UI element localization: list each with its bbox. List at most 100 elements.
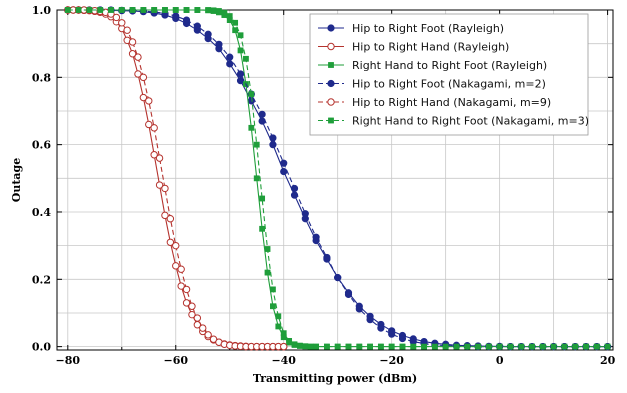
x-tick-label: −80 bbox=[56, 354, 81, 367]
legend-marker bbox=[327, 42, 335, 51]
data-point bbox=[64, 7, 71, 13]
legend-label: Hip to Right Hand (Rayleigh) bbox=[352, 41, 509, 54]
data-point bbox=[248, 91, 255, 98]
y-tick-label: 0.4 bbox=[32, 206, 51, 219]
data-point bbox=[140, 7, 147, 13]
data-point bbox=[324, 343, 330, 350]
data-point bbox=[275, 323, 282, 330]
data-point bbox=[286, 338, 293, 344]
data-point bbox=[182, 285, 191, 294]
data-point bbox=[280, 342, 288, 351]
data-point bbox=[172, 7, 179, 13]
data-point bbox=[118, 7, 125, 13]
data-point bbox=[302, 343, 309, 350]
legend-label: Right Hand to Right Foot (Nakagami, m=3) bbox=[352, 115, 589, 128]
data-point bbox=[237, 32, 244, 39]
data-point bbox=[155, 181, 164, 189]
data-point bbox=[507, 343, 514, 350]
data-point bbox=[204, 331, 212, 339]
data-point bbox=[182, 299, 191, 307]
data-point bbox=[280, 330, 287, 337]
data-point bbox=[177, 282, 185, 290]
data-point bbox=[162, 7, 168, 13]
data-point bbox=[210, 7, 217, 14]
data-point bbox=[236, 70, 245, 78]
plot-frame bbox=[56, 9, 614, 351]
data-point bbox=[377, 324, 385, 332]
data-point bbox=[139, 73, 148, 82]
data-point bbox=[166, 238, 175, 246]
data-point bbox=[550, 343, 557, 350]
x-tick-label: 20 bbox=[600, 354, 616, 367]
legend-entry: Hip to Right Foot (Nakagami, m=2) bbox=[318, 78, 546, 91]
legend-marker bbox=[327, 79, 335, 88]
data-point bbox=[356, 343, 363, 350]
y-tick-label: 0.0 bbox=[32, 341, 51, 354]
data-point bbox=[75, 7, 82, 13]
data-point bbox=[108, 7, 114, 13]
data-point bbox=[145, 97, 153, 105]
data-point bbox=[312, 233, 320, 241]
data-point bbox=[216, 8, 222, 14]
x-tick-label: −60 bbox=[163, 354, 188, 367]
data-point bbox=[193, 314, 202, 322]
data-point bbox=[464, 343, 471, 350]
legend-label: Right Hand to Right Foot (Rayleigh) bbox=[352, 59, 547, 72]
y-tick-label: 0.6 bbox=[32, 139, 51, 152]
data-point bbox=[204, 30, 212, 38]
data-point bbox=[123, 26, 131, 34]
data-point bbox=[182, 16, 191, 24]
data-point bbox=[344, 290, 353, 299]
data-point bbox=[161, 184, 169, 193]
data-point bbox=[172, 262, 180, 270]
data-point bbox=[529, 343, 535, 350]
x-tick-label: −40 bbox=[271, 354, 296, 367]
legend-marker bbox=[327, 24, 335, 32]
data-point bbox=[431, 343, 438, 350]
data-point bbox=[205, 7, 212, 13]
x-tick-label: 0 bbox=[496, 354, 504, 367]
data-point bbox=[280, 159, 288, 167]
data-point bbox=[248, 124, 255, 131]
data-point bbox=[290, 184, 299, 193]
data-point bbox=[161, 211, 169, 220]
legend-entry: Hip to Right Hand (Nakagami, m=9) bbox=[318, 96, 551, 109]
data-point bbox=[291, 341, 298, 348]
data-point bbox=[188, 310, 196, 319]
data-point bbox=[377, 343, 384, 350]
data-point bbox=[151, 7, 158, 13]
x-axis-title: Transmitting power (dBm) bbox=[253, 372, 417, 385]
legend-entry: Right Hand to Right Foot (Rayleigh) bbox=[318, 59, 547, 72]
data-point bbox=[97, 7, 104, 13]
data-point bbox=[307, 343, 314, 350]
legend-box bbox=[309, 13, 589, 136]
data-point bbox=[134, 53, 142, 61]
data-point bbox=[258, 110, 266, 118]
data-point bbox=[172, 12, 180, 20]
legend-label: Hip to Right Foot (Nakagami, m=2) bbox=[352, 78, 546, 91]
data-point bbox=[128, 50, 137, 58]
data-point bbox=[221, 9, 228, 16]
data-point bbox=[442, 343, 449, 350]
data-point bbox=[269, 134, 277, 142]
legend-marker bbox=[327, 98, 335, 106]
data-point bbox=[398, 334, 407, 343]
data-point bbox=[475, 343, 481, 350]
legend-entry: Hip to Right Hand (Rayleigh) bbox=[318, 41, 509, 54]
data-point bbox=[128, 38, 137, 46]
legend-entry: Right Hand to Right Foot (Nakagami, m=3) bbox=[318, 115, 589, 128]
data-point bbox=[593, 343, 600, 350]
data-point bbox=[86, 7, 93, 13]
y-tick-label: 1.0 bbox=[32, 4, 51, 17]
data-point bbox=[388, 343, 395, 350]
data-point bbox=[237, 47, 244, 54]
data-point bbox=[604, 343, 611, 350]
series-layer bbox=[64, 6, 612, 351]
data-point bbox=[496, 343, 503, 350]
data-point bbox=[232, 27, 239, 34]
legend-entry: Hip to Right Foot (Rayleigh) bbox=[318, 22, 504, 35]
data-point bbox=[253, 175, 260, 182]
data-point bbox=[297, 342, 303, 349]
data-point bbox=[275, 313, 282, 320]
